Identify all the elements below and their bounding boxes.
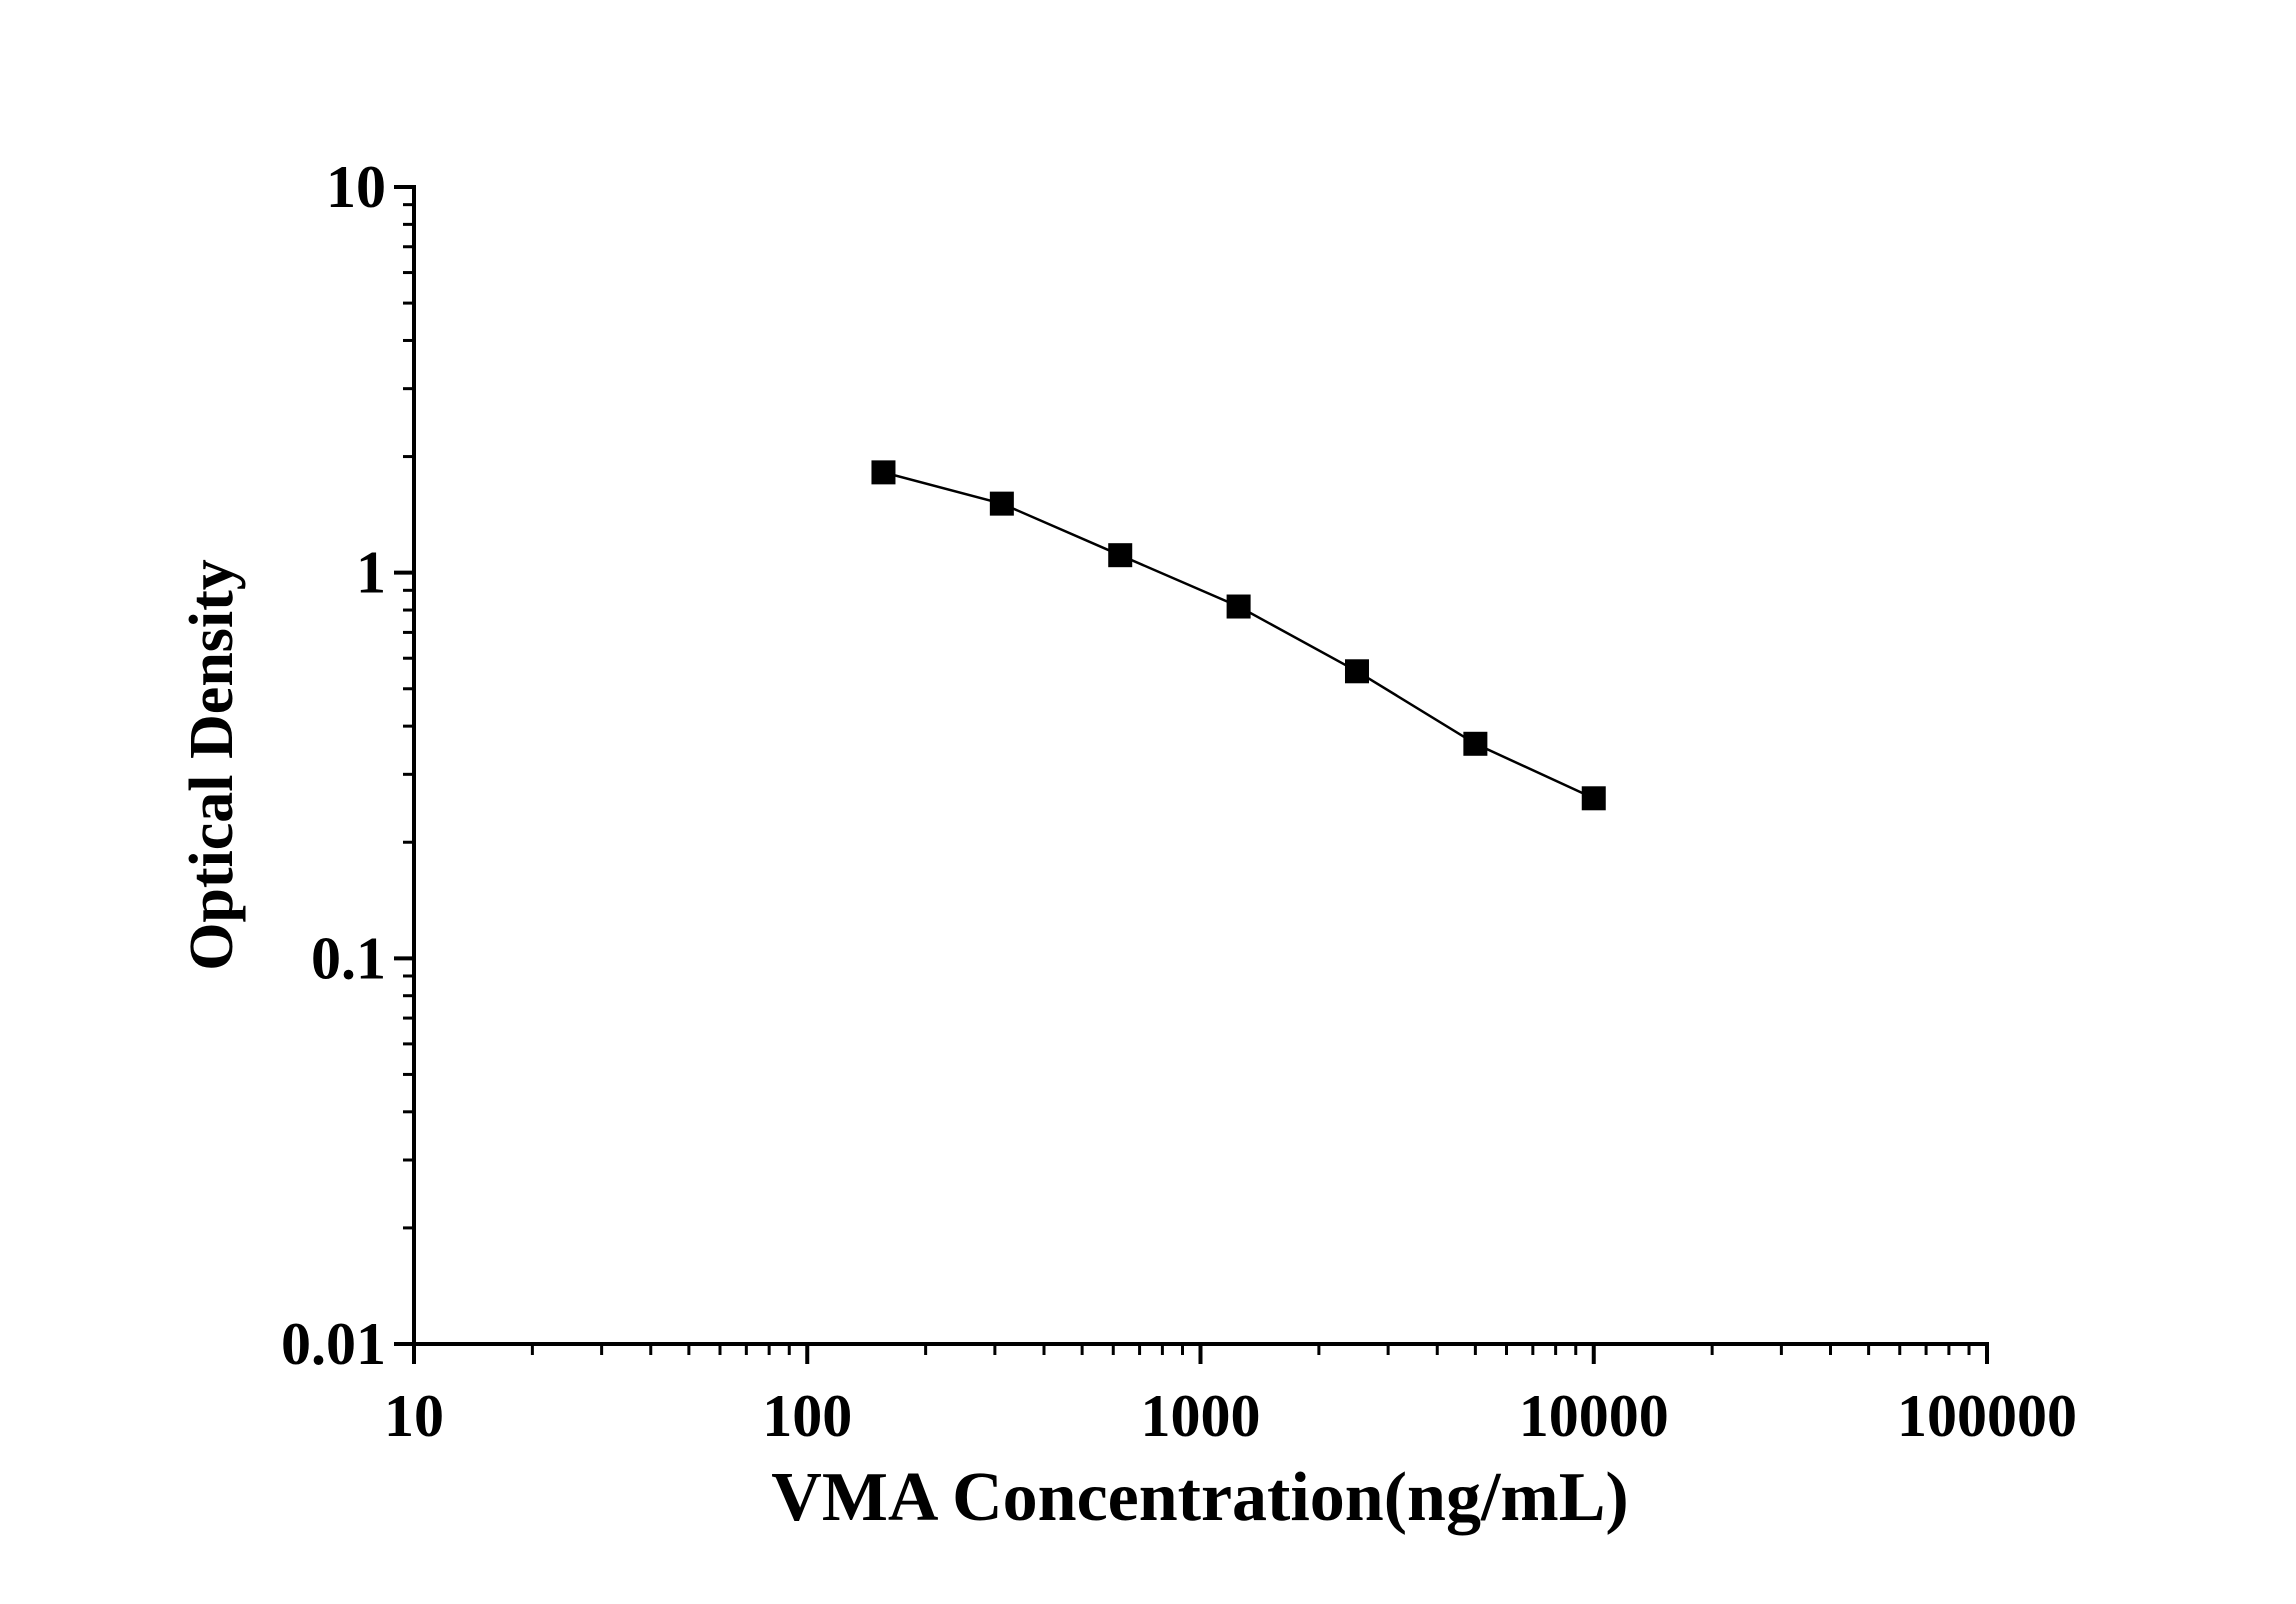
y-tick-label: 0.1 bbox=[311, 925, 386, 991]
x-tick-label: 1000 bbox=[1141, 1383, 1261, 1449]
x-tick-label: 100 bbox=[762, 1383, 852, 1449]
x-tick-label: 10 bbox=[384, 1383, 444, 1449]
y-tick-label: 0.01 bbox=[281, 1311, 386, 1377]
x-tick-label: 10000 bbox=[1519, 1383, 1669, 1449]
axes bbox=[412, 185, 1989, 1346]
y-axis-label: Optical Density bbox=[178, 559, 246, 971]
x-axis-label: VMA Concentration(ng/mL) bbox=[771, 1459, 1628, 1536]
data-point-marker bbox=[871, 460, 896, 485]
plot-area bbox=[871, 460, 1606, 811]
y-tick-label: 1 bbox=[356, 540, 386, 606]
data-point-marker bbox=[1344, 659, 1369, 684]
data-point-marker bbox=[989, 491, 1014, 516]
y-tick-label: 10 bbox=[326, 154, 386, 220]
data-point-marker bbox=[1581, 786, 1606, 811]
ticks: 10 100 1000 10000 100000 0.01 0.1 1 10 bbox=[281, 154, 2077, 1449]
data-point-marker bbox=[1226, 594, 1251, 619]
x-tick-label: 100000 bbox=[1897, 1383, 2077, 1449]
data-point-marker bbox=[1463, 731, 1488, 756]
data-point-marker bbox=[1108, 543, 1133, 568]
